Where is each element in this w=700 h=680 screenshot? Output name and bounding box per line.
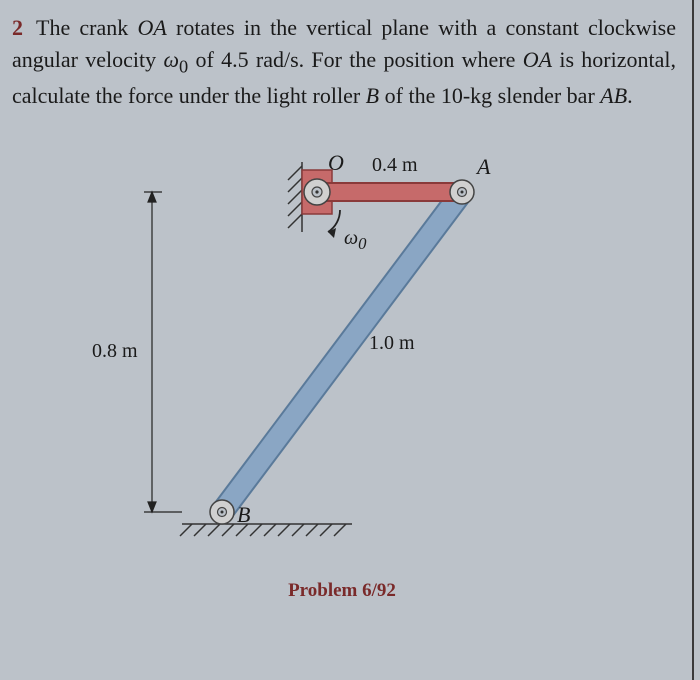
problem-number: 2 <box>12 12 36 44</box>
t1: The crank <box>36 15 137 40</box>
label-dim-OA: 0.4 m <box>372 154 418 177</box>
label-dim-AB: 1.0 m <box>369 332 415 355</box>
omega-sub: 0 <box>358 234 366 253</box>
ground <box>180 524 352 536</box>
t10: of the 10-kg slender bar <box>379 83 600 108</box>
t9: B <box>366 83 379 108</box>
label-omega: ω0 <box>344 227 366 254</box>
t2: OA <box>137 15 166 40</box>
label-B: B <box>237 502 250 528</box>
t7: OA <box>523 47 552 72</box>
figure-svg <box>92 132 592 572</box>
roller-B <box>210 500 234 524</box>
t6: of 4.5 rad/s. For the position where <box>188 47 523 72</box>
problem-body: The crank OA rotates in the vertical pla… <box>12 15 676 108</box>
dim-height <box>144 192 182 512</box>
figure: O 0.4 m A ω0 1.0 m 0.8 m B <box>92 132 592 572</box>
figure-caption: Problem 6/92 <box>8 580 676 602</box>
t11: AB <box>600 83 627 108</box>
omega-sym: ω <box>344 227 358 249</box>
page-right-border <box>692 0 694 680</box>
bar-AB <box>222 192 462 512</box>
label-O: O <box>328 150 344 176</box>
wall-hatch <box>288 162 302 232</box>
pin-A <box>450 180 474 204</box>
label-dim-height: 0.8 m <box>92 340 138 363</box>
problem-statement: 2The crank OA rotates in the vertical pl… <box>8 12 676 112</box>
t5: 0 <box>179 56 188 76</box>
t12: . <box>627 83 633 108</box>
pin-O <box>304 179 330 205</box>
t4: ω <box>163 47 179 72</box>
label-A: A <box>477 154 490 180</box>
